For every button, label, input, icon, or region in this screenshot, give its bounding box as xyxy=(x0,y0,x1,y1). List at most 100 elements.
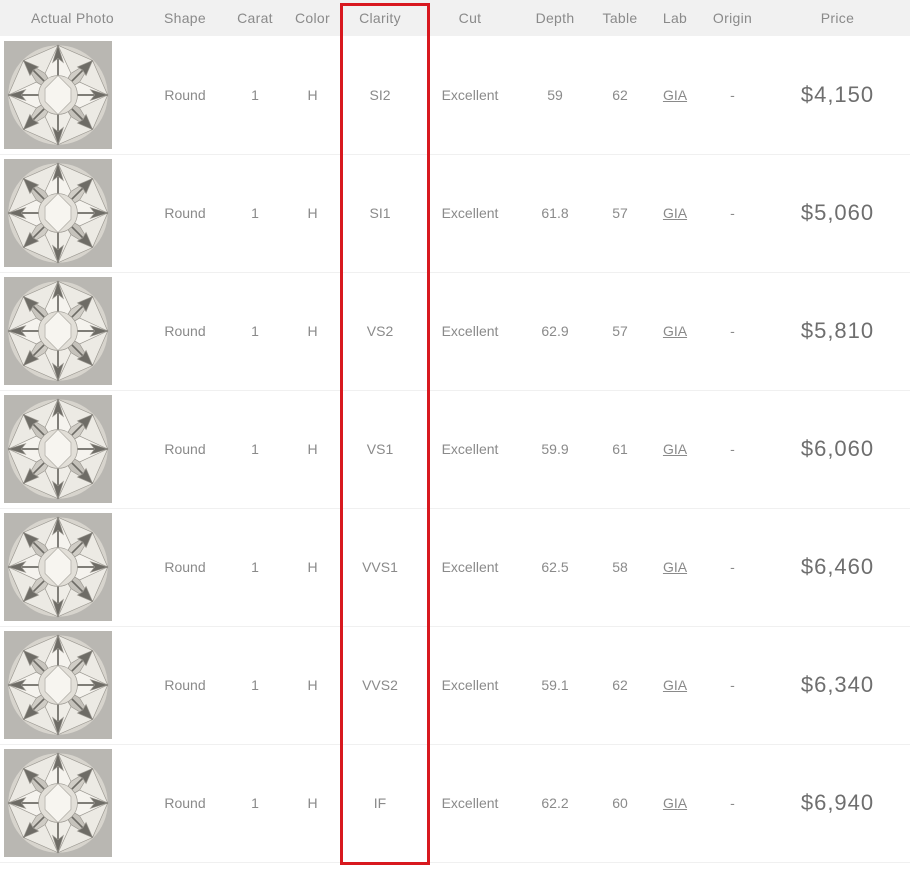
cell-carat: 1 xyxy=(225,272,285,390)
cell-clarity: SI1 xyxy=(340,154,420,272)
table-row[interactable]: Round1HVS1Excellent59.961GIA-$6,060 xyxy=(0,390,910,508)
cell-price: $6,340 xyxy=(765,626,910,744)
cell-depth: 62.9 xyxy=(520,272,590,390)
cell-shape: Round xyxy=(145,508,225,626)
cell-shape: Round xyxy=(145,390,225,508)
cell-price: $5,810 xyxy=(765,272,910,390)
table-row[interactable]: Round1HSI1Excellent61.857GIA-$5,060 xyxy=(0,154,910,272)
cell-shape: Round xyxy=(145,36,225,154)
cell-color: H xyxy=(285,154,340,272)
lab-link[interactable]: GIA xyxy=(663,441,687,457)
cell-carat: 1 xyxy=(225,390,285,508)
cell-origin: - xyxy=(700,272,765,390)
cell-shape: Round xyxy=(145,626,225,744)
cell-table: 60 xyxy=(590,744,650,862)
cell-photo[interactable] xyxy=(0,154,145,272)
lab-link[interactable]: GIA xyxy=(663,677,687,693)
cell-clarity: IF xyxy=(340,744,420,862)
cell-price: $6,060 xyxy=(765,390,910,508)
diamond-photo-icon xyxy=(4,41,112,149)
cell-table: 62 xyxy=(590,36,650,154)
cell-price: $4,150 xyxy=(765,36,910,154)
cell-depth: 62.5 xyxy=(520,508,590,626)
diamond-photo-icon xyxy=(4,749,112,857)
cell-cut: Excellent xyxy=(420,390,520,508)
cell-clarity: VVS1 xyxy=(340,508,420,626)
header-cut[interactable]: Cut xyxy=(420,0,520,36)
cell-carat: 1 xyxy=(225,508,285,626)
cell-clarity: SI2 xyxy=(340,36,420,154)
cell-cut: Excellent xyxy=(420,744,520,862)
cell-color: H xyxy=(285,626,340,744)
header-color[interactable]: Color xyxy=(285,0,340,36)
lab-link[interactable]: GIA xyxy=(663,323,687,339)
table-row[interactable]: Round1HVS2Excellent62.957GIA-$5,810 xyxy=(0,272,910,390)
cell-lab: GIA xyxy=(650,154,700,272)
cell-table: 57 xyxy=(590,154,650,272)
cell-lab: GIA xyxy=(650,744,700,862)
cell-depth: 59.1 xyxy=(520,626,590,744)
cell-photo[interactable] xyxy=(0,272,145,390)
cell-shape: Round xyxy=(145,744,225,862)
cell-table: 61 xyxy=(590,390,650,508)
cell-color: H xyxy=(285,390,340,508)
header-shape[interactable]: Shape xyxy=(145,0,225,36)
table-row[interactable]: Round1HVVS2Excellent59.162GIA-$6,340 xyxy=(0,626,910,744)
cell-carat: 1 xyxy=(225,36,285,154)
cell-origin: - xyxy=(700,744,765,862)
cell-photo[interactable] xyxy=(0,626,145,744)
cell-carat: 1 xyxy=(225,154,285,272)
cell-table: 58 xyxy=(590,508,650,626)
cell-photo[interactable] xyxy=(0,36,145,154)
lab-link[interactable]: GIA xyxy=(663,559,687,575)
lab-link[interactable]: GIA xyxy=(663,795,687,811)
header-lab[interactable]: Lab xyxy=(650,0,700,36)
diamond-photo-icon xyxy=(4,631,112,739)
diamond-photo-icon xyxy=(4,395,112,503)
cell-lab: GIA xyxy=(650,508,700,626)
cell-cut: Excellent xyxy=(420,36,520,154)
cell-origin: - xyxy=(700,626,765,744)
cell-depth: 62.2 xyxy=(520,744,590,862)
header-depth[interactable]: Depth xyxy=(520,0,590,36)
cell-shape: Round xyxy=(145,154,225,272)
cell-origin: - xyxy=(700,36,765,154)
table-header-row: Actual Photo Shape Carat Color Clarity C… xyxy=(0,0,910,36)
cell-color: H xyxy=(285,36,340,154)
table-row[interactable]: Round1HIFExcellent62.260 GIA-$6,940 xyxy=(0,744,910,862)
cell-origin: - xyxy=(700,154,765,272)
diamond-photo-icon xyxy=(4,513,112,621)
cell-carat: 1 xyxy=(225,744,285,862)
cell-lab: GIA xyxy=(650,390,700,508)
header-origin[interactable]: Origin xyxy=(700,0,765,36)
cell-table: 57 xyxy=(590,272,650,390)
cell-cut: Excellent xyxy=(420,154,520,272)
header-clarity[interactable]: Clarity xyxy=(340,0,420,36)
header-table[interactable]: Table xyxy=(590,0,650,36)
cell-lab: GIA xyxy=(650,272,700,390)
cell-depth: 61.8 xyxy=(520,154,590,272)
cell-carat: 1 xyxy=(225,626,285,744)
cell-photo[interactable] xyxy=(0,508,145,626)
diamond-table: Actual Photo Shape Carat Color Clarity C… xyxy=(0,0,910,863)
header-photo[interactable]: Actual Photo xyxy=(0,0,145,36)
cell-color: H xyxy=(285,272,340,390)
table-row[interactable]: Round1HSI2Excellent5962GIA-$4,150 xyxy=(0,36,910,154)
cell-price: $6,460 xyxy=(765,508,910,626)
cell-color: H xyxy=(285,744,340,862)
cell-photo[interactable] xyxy=(0,744,145,862)
cell-lab: GIA xyxy=(650,626,700,744)
cell-origin: - xyxy=(700,508,765,626)
table-row[interactable]: Round1HVVS1Excellent62.558GIA-$6,460 xyxy=(0,508,910,626)
cell-depth: 59.9 xyxy=(520,390,590,508)
diamond-photo-icon xyxy=(4,277,112,385)
cell-clarity: VVS2 xyxy=(340,626,420,744)
header-carat[interactable]: Carat xyxy=(225,0,285,36)
lab-link[interactable]: GIA xyxy=(663,205,687,221)
cell-clarity: VS2 xyxy=(340,272,420,390)
cell-price: $6,940 xyxy=(765,744,910,862)
header-price[interactable]: Price xyxy=(765,0,910,36)
lab-link[interactable]: GIA xyxy=(663,87,687,103)
cell-photo[interactable] xyxy=(0,390,145,508)
cell-table: 62 xyxy=(590,626,650,744)
